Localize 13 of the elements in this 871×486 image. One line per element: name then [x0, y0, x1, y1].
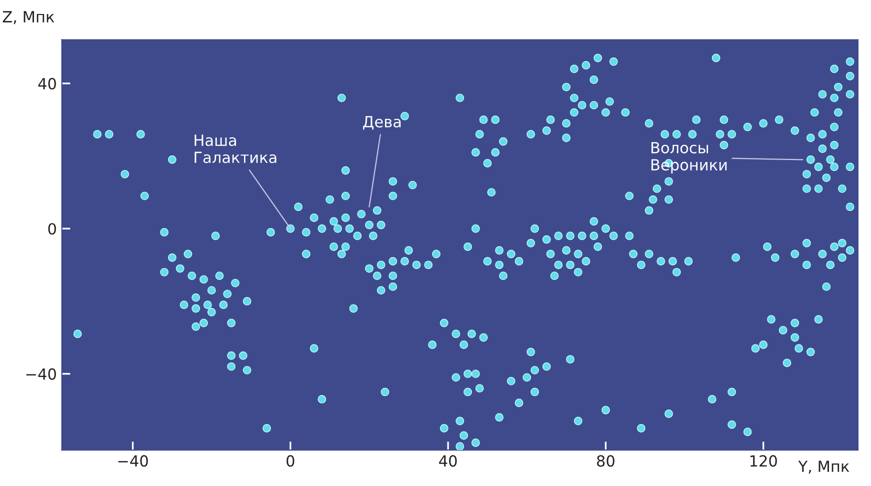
y-tick-label: −40	[26, 368, 56, 380]
y-tick-label: 40	[38, 78, 56, 90]
y-tick-label: 0	[48, 223, 56, 235]
x-tick-label: 0	[286, 455, 294, 467]
x-tick-label: 120	[750, 455, 777, 467]
x-tick-label: −40	[118, 455, 148, 467]
y-axis-title: Z, Мпк	[2, 11, 54, 24]
annotation: Дева	[363, 116, 401, 130]
x-tick-label: 40	[439, 455, 457, 467]
annotation: Волосы Вероники	[651, 142, 727, 174]
x-tick-label: 80	[597, 455, 614, 467]
annotation: Наша Галактика	[194, 134, 276, 164]
x-axis-title: Y, Мпк	[798, 460, 850, 474]
